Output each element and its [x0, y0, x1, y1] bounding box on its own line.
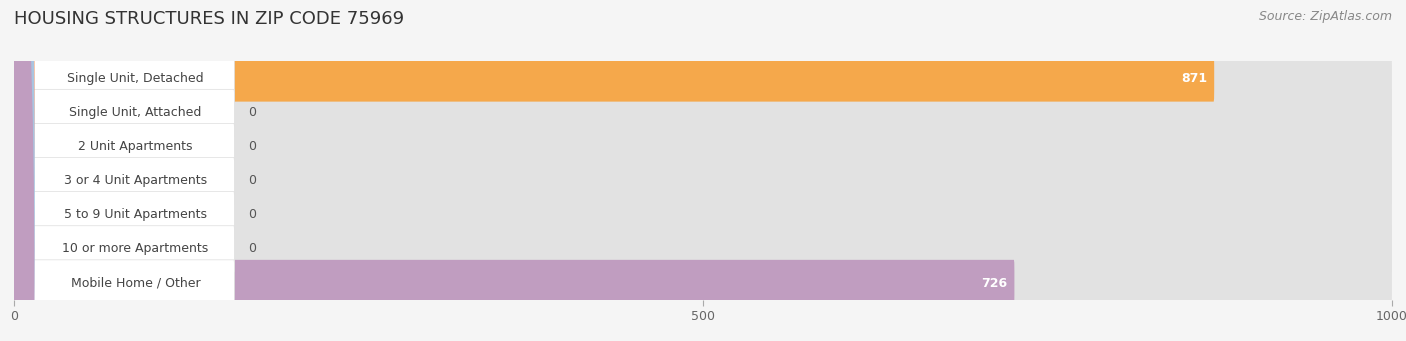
- FancyBboxPatch shape: [14, 123, 42, 170]
- FancyBboxPatch shape: [14, 260, 1392, 306]
- Text: HOUSING STRUCTURES IN ZIP CODE 75969: HOUSING STRUCTURES IN ZIP CODE 75969: [14, 10, 404, 28]
- Circle shape: [6, 0, 34, 341]
- FancyBboxPatch shape: [14, 226, 235, 272]
- FancyBboxPatch shape: [14, 266, 1392, 300]
- FancyBboxPatch shape: [14, 158, 1392, 204]
- Text: 0: 0: [249, 174, 256, 187]
- FancyBboxPatch shape: [14, 226, 42, 272]
- FancyBboxPatch shape: [14, 232, 1392, 266]
- Text: Source: ZipAtlas.com: Source: ZipAtlas.com: [1258, 10, 1392, 23]
- Text: 0: 0: [249, 208, 256, 221]
- FancyBboxPatch shape: [14, 89, 42, 136]
- Text: Single Unit, Detached: Single Unit, Detached: [67, 72, 204, 85]
- FancyBboxPatch shape: [14, 260, 1014, 306]
- Text: 10 or more Apartments: 10 or more Apartments: [62, 242, 208, 255]
- FancyBboxPatch shape: [14, 164, 1392, 198]
- Text: 0: 0: [249, 140, 256, 153]
- FancyBboxPatch shape: [14, 123, 1392, 170]
- FancyBboxPatch shape: [14, 158, 42, 204]
- Text: 0: 0: [249, 106, 256, 119]
- FancyBboxPatch shape: [14, 55, 1392, 102]
- Circle shape: [6, 0, 34, 341]
- FancyBboxPatch shape: [14, 226, 1392, 272]
- FancyBboxPatch shape: [14, 55, 235, 102]
- FancyBboxPatch shape: [14, 61, 1392, 95]
- Text: Single Unit, Attached: Single Unit, Attached: [69, 106, 201, 119]
- FancyBboxPatch shape: [14, 158, 235, 204]
- FancyBboxPatch shape: [14, 55, 1215, 102]
- FancyBboxPatch shape: [14, 123, 235, 170]
- FancyBboxPatch shape: [14, 89, 1392, 136]
- FancyBboxPatch shape: [14, 192, 1392, 238]
- Text: 871: 871: [1181, 72, 1208, 85]
- FancyBboxPatch shape: [14, 260, 235, 306]
- Text: Mobile Home / Other: Mobile Home / Other: [70, 277, 200, 290]
- FancyBboxPatch shape: [14, 192, 42, 238]
- FancyBboxPatch shape: [14, 95, 1392, 130]
- Text: 5 to 9 Unit Apartments: 5 to 9 Unit Apartments: [63, 208, 207, 221]
- FancyBboxPatch shape: [14, 198, 1392, 232]
- FancyBboxPatch shape: [14, 130, 1392, 164]
- Text: 0: 0: [249, 242, 256, 255]
- FancyBboxPatch shape: [14, 192, 235, 238]
- FancyBboxPatch shape: [14, 89, 235, 136]
- Text: 726: 726: [981, 277, 1008, 290]
- Circle shape: [6, 0, 34, 341]
- Circle shape: [6, 0, 34, 341]
- Circle shape: [6, 0, 34, 341]
- Circle shape: [6, 0, 34, 341]
- Circle shape: [6, 0, 34, 341]
- Text: 3 or 4 Unit Apartments: 3 or 4 Unit Apartments: [63, 174, 207, 187]
- Text: 2 Unit Apartments: 2 Unit Apartments: [79, 140, 193, 153]
